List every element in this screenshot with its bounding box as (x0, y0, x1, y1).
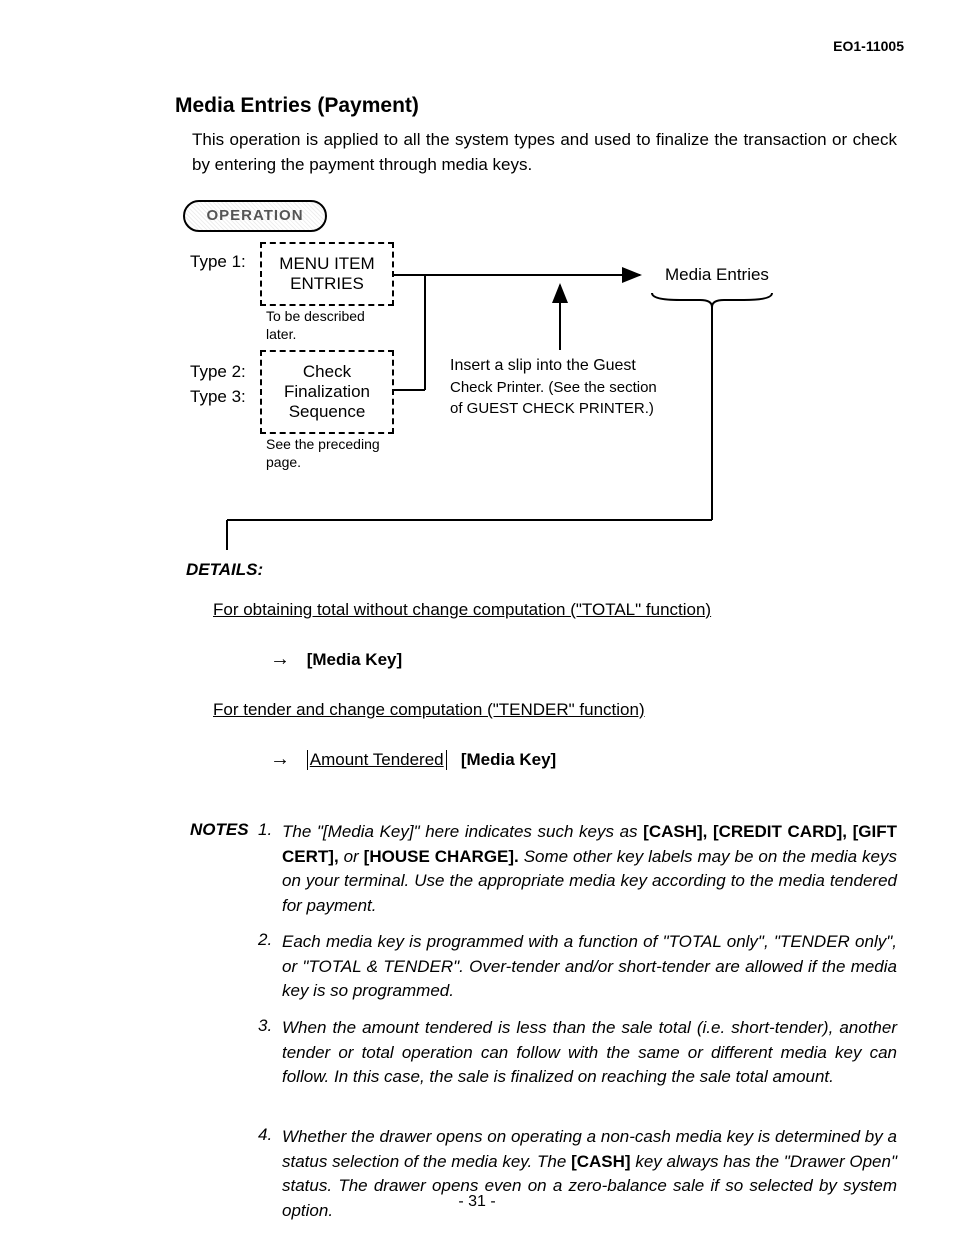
arrow-icon: → (270, 648, 290, 671)
note-1: The "[Media Key]" here indicates such ke… (282, 820, 897, 919)
doc-code: EO1-11005 (833, 38, 904, 54)
box1-line1: MENU ITEM (279, 254, 374, 274)
media-entries-label: Media Entries (665, 265, 769, 285)
box1-line2: ENTRIES (290, 274, 364, 294)
box2-line3: Sequence (289, 402, 366, 422)
note-3: When the amount tendered is less than th… (282, 1016, 897, 1090)
media-key-line1: → [Media Key] (270, 648, 402, 671)
check-finalization-box: Check Finalization Sequence (260, 350, 394, 434)
note-num-2: 2. (258, 930, 272, 950)
slip-line2: Check Printer. (See the section (450, 379, 657, 396)
menu-item-entries-box: MENU ITEM ENTRIES (260, 242, 394, 306)
detail-tender-line: For tender and change computation ("TEND… (213, 700, 645, 720)
slip-line1: Insert a slip into the Guest (450, 357, 636, 374)
media-key-label: [Media Key] (307, 650, 402, 669)
note-num-3: 3. (258, 1016, 272, 1036)
slip-line3: of GUEST CHECK PRINTER.) (450, 400, 654, 417)
media-key-line2: → Amount Tendered [Media Key] (270, 748, 556, 771)
amount-tendered-box: Amount Tendered (307, 750, 447, 770)
intro-paragraph: This operation is applied to all the sys… (192, 128, 897, 177)
arrow-icon: → (270, 748, 290, 771)
box2-line1: Check (303, 362, 351, 382)
box2-note: See the preceding page. (266, 436, 396, 471)
note-num-1: 1. (258, 820, 272, 840)
slip-text: Insert a slip into the Guest Check Print… (450, 355, 680, 420)
type2-label: Type 2: (190, 362, 246, 382)
notes-label: NOTES (190, 820, 249, 840)
box2-line2: Finalization (284, 382, 370, 402)
box1-note: To be described later. (266, 308, 386, 343)
type1-label: Type 1: (190, 252, 246, 272)
page-number: - 31 - (0, 1193, 954, 1211)
type3-label: Type 3: (190, 387, 246, 407)
operation-pill: OPERATION (183, 200, 327, 232)
section-title: Media Entries (Payment) (175, 94, 419, 118)
page: { "doc_code": "EO1-11005", "section_titl… (0, 0, 954, 1239)
note-num-4: 4. (258, 1125, 272, 1145)
note-2: Each media key is programmed with a func… (282, 930, 897, 1004)
diagram-lines (0, 0, 954, 600)
media-key-label2: [Media Key] (461, 750, 556, 769)
detail-total-line: For obtaining total without change compu… (213, 600, 711, 620)
details-label: DETAILS: (186, 560, 263, 580)
